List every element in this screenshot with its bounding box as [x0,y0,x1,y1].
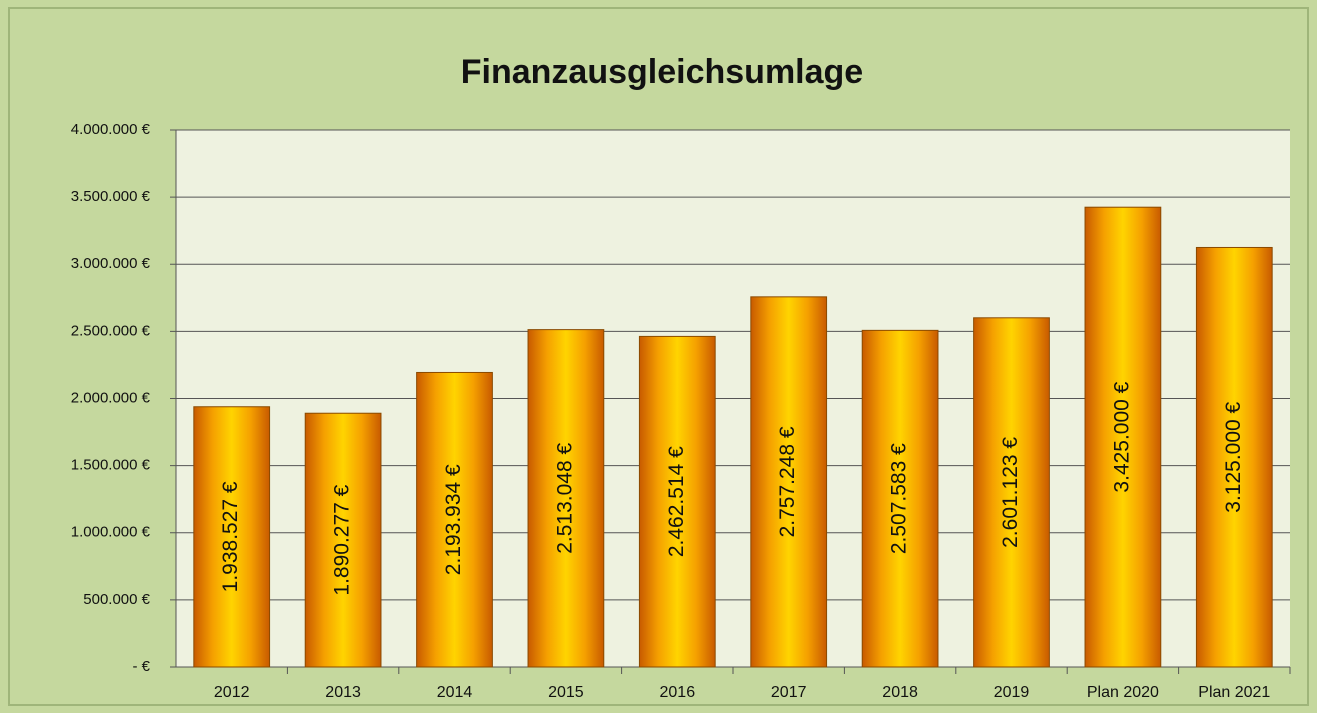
y-tick-label: 1.500.000 € [71,457,151,474]
y-tick-label: 4.000.000 € [71,121,151,138]
bar [304,412,382,668]
value-label: 2.507.583 € [888,443,911,554]
bar [973,317,1050,668]
value-label: 2.462.514 € [665,446,688,557]
x-tick-label: 2012 [214,684,250,701]
y-tick-label: 2.500.000 € [71,322,151,339]
x-tick-label: 2015 [548,684,584,701]
y-tick-label: 3.500.000 € [71,188,151,205]
bar [527,329,605,668]
x-tick-label: 2019 [994,684,1030,701]
x-tick-label: 2013 [325,684,361,701]
value-label: 3.125.000 € [1222,401,1245,512]
y-tick-label: 2.000.000 € [71,389,151,406]
bar [1084,206,1162,668]
value-label: 2.193.934 € [442,464,465,575]
y-tick-label: - € [132,658,150,675]
y-tick-label: 1.000.000 € [71,524,151,541]
x-tick-label: 2016 [660,684,696,701]
y-tick-label: 3.000.000 € [71,255,151,272]
bar [416,371,493,668]
chart-title: Finanzausgleichsumlage [461,53,863,91]
bar [193,406,271,668]
y-tick-label: 500.000 € [83,591,150,608]
value-label: 2.601.123 € [999,437,1022,548]
x-tick-label: Plan 2020 [1087,684,1159,701]
value-label: 1.938.527 € [219,481,242,592]
bar [1195,246,1273,668]
x-tick-label: 2014 [437,684,473,701]
frame [8,7,1309,706]
x-tick-label: 2017 [771,684,807,701]
value-label: 2.513.048 € [553,443,576,554]
bar [638,335,716,668]
x-tick-label: Plan 2021 [1198,684,1270,701]
bar [861,329,939,668]
value-label: 2.757.248 € [776,426,799,537]
value-label: 3.425.000 € [1110,381,1133,492]
x-tick-label: 2018 [882,684,918,701]
value-label: 1.890.277 € [331,484,354,595]
bar [750,296,828,668]
